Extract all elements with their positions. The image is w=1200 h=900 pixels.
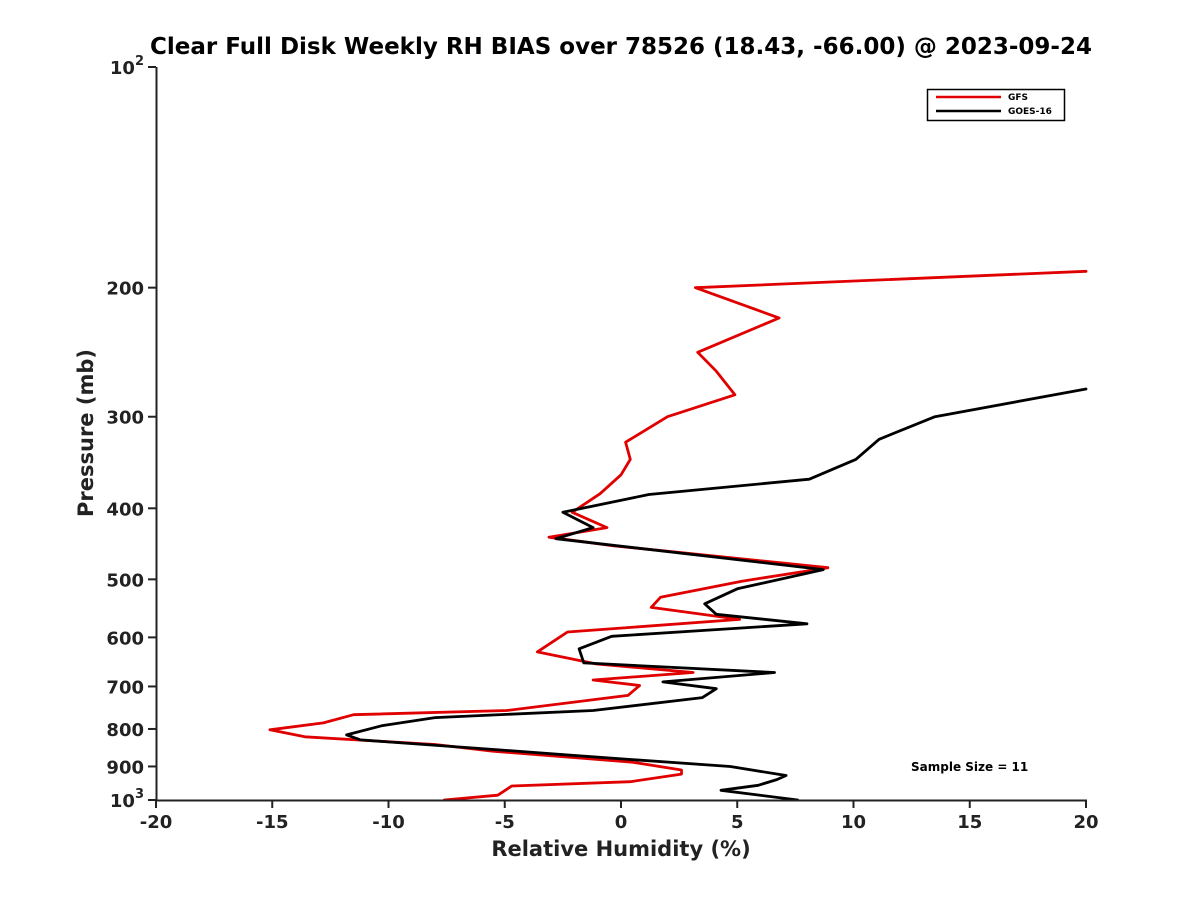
x-tick-label: 10 [841,812,866,833]
series-group [268,269,1088,802]
series-line-gfs [268,269,1088,802]
y-tick-label: 900 [106,757,144,778]
x-tick-label: 20 [1073,812,1098,833]
y-tick-label: 500 [106,570,144,591]
series-line-goes16 [345,387,1088,802]
x-axis-label: Relative Humidity (%) [491,837,750,861]
y-tick-label: 102 [110,54,144,79]
x-tick-label: -5 [495,812,515,833]
x-tick-label: -20 [140,812,173,833]
sample-size-annotation: Sample Size = 11 [911,760,1028,774]
y-axis-label: Pressure (mb) [74,349,98,517]
y-tick-label: 300 [106,408,144,429]
x-tick-label: 15 [957,812,982,833]
y-tick-label: 700 [106,677,144,698]
legend-box [926,88,1066,122]
y-tick-label: 600 [106,628,144,649]
y-tick-label: 200 [106,279,144,300]
y-ticks: 102 200 300 400 500 600 700 800 900 103 [106,54,156,812]
y-tick-label: 103 [110,787,144,812]
legend: GFS GOES-16 [926,88,1066,122]
legend-label-goes16: GOES-16 [1008,107,1052,117]
y-tick-label: 400 [106,499,144,520]
x-tick-label: -10 [372,812,405,833]
y-tick-label: 800 [106,720,144,741]
x-tick-label: 5 [731,812,744,833]
plot-area: -20 -15 -10 -5 0 5 10 15 20 102 200 300 400 500 600 70… [106,54,1098,833]
x-tick-label: -15 [256,812,289,833]
chart-title: Clear Full Disk Weekly RH BIAS over 7852… [150,34,1092,60]
x-ticks: -20 -15 -10 -5 0 5 10 15 20 [140,800,1099,833]
x-tick-label: 0 [615,812,628,833]
legend-label-gfs: GFS [1008,93,1028,103]
